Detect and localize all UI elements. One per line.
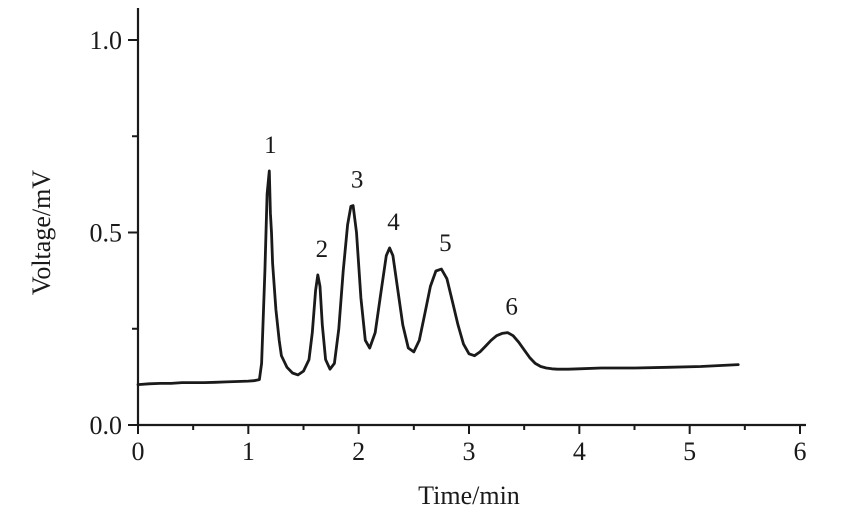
peak-label-2: 2 [316, 236, 329, 263]
x-tick-label: 1 [242, 437, 255, 466]
peak-label-5: 5 [439, 230, 452, 257]
x-tick-label: 6 [794, 437, 807, 466]
y-ticks: 0.0 0.5 1.0 [90, 26, 138, 440]
x-axis-label: Time/min [418, 481, 520, 510]
y-axis-label: Voltage/mV [27, 170, 56, 295]
y-tick-label: 1.0 [90, 26, 123, 55]
x-ticks: 0 1 2 3 4 5 6 [132, 425, 807, 466]
axes [136, 8, 806, 427]
x-tick-label: 4 [573, 437, 586, 466]
x-tick-label: 0 [132, 437, 145, 466]
peak-labels: 1 2 34 5 6 [264, 132, 518, 321]
y-tick-label: 0.5 [90, 219, 123, 248]
x-tick-label: 5 [683, 437, 696, 466]
peak-label-3: 3 [351, 167, 364, 194]
peak-label-1: 1 [264, 132, 277, 159]
x-tick-label: 3 [463, 437, 476, 466]
peak-label-4: 4 [387, 209, 400, 236]
x-tick-label: 2 [352, 437, 365, 466]
peak-label-6: 6 [505, 294, 518, 321]
y-tick-label: 0.0 [90, 411, 123, 440]
chromatogram-trace [136, 169, 740, 386]
